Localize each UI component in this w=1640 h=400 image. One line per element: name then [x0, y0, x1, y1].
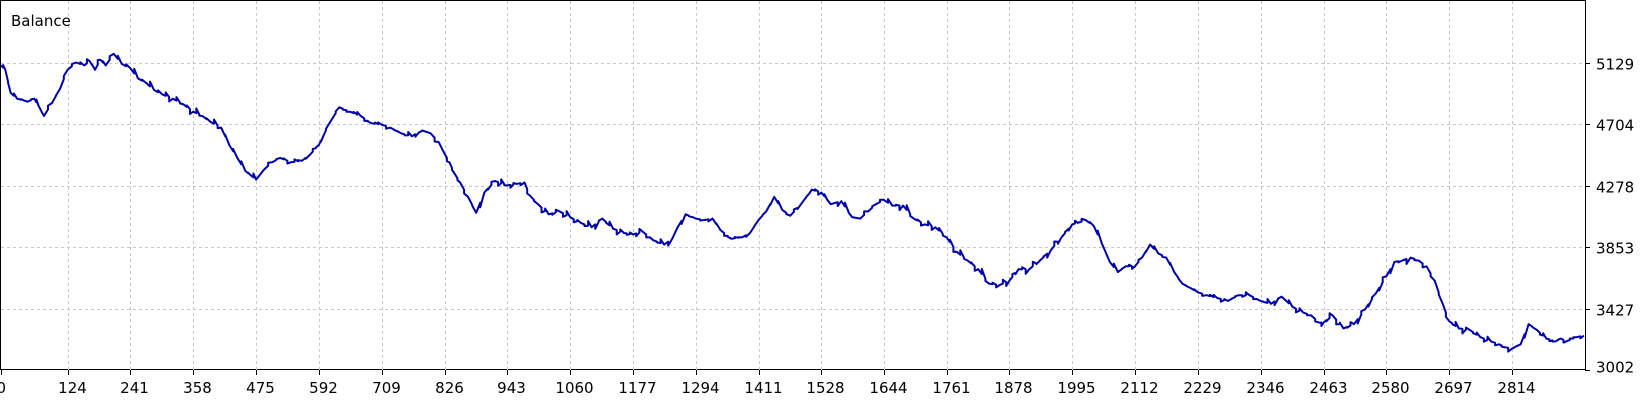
x-tick-label: 1878 — [994, 379, 1032, 397]
x-tick-label: 2697 — [1434, 379, 1472, 397]
x-tick-label: 1761 — [932, 379, 970, 397]
x-tick-label: 2814 — [1497, 379, 1535, 397]
x-tick-label: 0 — [0, 379, 6, 397]
x-tick-label: 2580 — [1371, 379, 1409, 397]
y-axis: 5129 4704 4278 3853 3427 3002 — [1585, 56, 1634, 377]
x-tick-label: 1644 — [869, 379, 907, 397]
y-tick-label: 4704 — [1596, 117, 1634, 135]
chart-title: Balance — [11, 12, 71, 30]
y-tick-label: 3853 — [1596, 240, 1634, 258]
x-tick-label: 1411 — [744, 379, 782, 397]
x-tick-label: 826 — [435, 379, 464, 397]
x-tick-label: 358 — [183, 379, 212, 397]
x-tick-label: 592 — [309, 379, 338, 397]
x-tick-label: 2229 — [1183, 379, 1221, 397]
x-tick-label: 709 — [372, 379, 401, 397]
series-layer — [0, 52, 1585, 353]
x-tick-label: 241 — [120, 379, 149, 397]
x-tick-label: 124 — [58, 379, 87, 397]
plot-frame — [0, 0, 1586, 370]
y-tick-label: 3427 — [1596, 302, 1634, 320]
balance-line — [0, 52, 1585, 353]
y-tick-label: 4278 — [1596, 179, 1634, 197]
x-tick-label: 1294 — [681, 379, 719, 397]
x-tick-label: 475 — [246, 379, 275, 397]
x-tick-label: 2463 — [1309, 379, 1347, 397]
grid — [1, 1, 1585, 370]
y-tick-label: 3002 — [1596, 359, 1634, 377]
y-tick-label: 5129 — [1596, 56, 1634, 74]
x-tick-label: 1528 — [806, 379, 844, 397]
x-tick-label: 1177 — [618, 379, 656, 397]
x-tick-label: 1995 — [1057, 379, 1095, 397]
x-tick-label: 943 — [497, 379, 526, 397]
x-tick-label: 2346 — [1246, 379, 1284, 397]
x-tick-label: 2112 — [1120, 379, 1158, 397]
x-tick-label: 1060 — [555, 379, 593, 397]
x-axis: 0 124 241 358 475 592 709 826 943 1060 1177 1294 141… — [0, 370, 1536, 397]
